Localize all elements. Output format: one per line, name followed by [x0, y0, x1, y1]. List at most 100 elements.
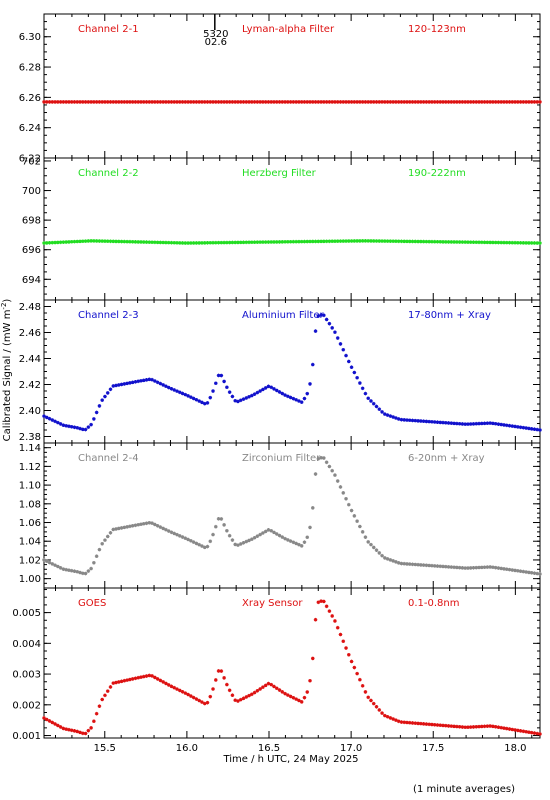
- data-point: [369, 698, 373, 703]
- data-point: [86, 569, 91, 573]
- y-tick-label: 1.10: [19, 481, 41, 492]
- data-point: [205, 544, 210, 549]
- data-point: [302, 540, 307, 544]
- data-point: [250, 100, 254, 104]
- data-point: [297, 100, 301, 104]
- data-point: [252, 690, 257, 695]
- data-point: [108, 100, 113, 104]
- data-point: [244, 539, 249, 544]
- data-point: [133, 100, 138, 104]
- x-tick-label: 16.0: [176, 743, 198, 754]
- y-tick-label: 2.44: [19, 354, 41, 365]
- data-point: [374, 100, 379, 104]
- data-point: [274, 100, 279, 104]
- data-point: [78, 570, 82, 575]
- data-point: [452, 100, 456, 104]
- data-point: [269, 528, 274, 533]
- data-point: [377, 407, 382, 411]
- time-marker-label-1: 5320: [203, 29, 228, 40]
- data-point: [213, 240, 218, 245]
- data-point: [443, 100, 448, 104]
- data-point: [258, 389, 262, 393]
- data-point: [360, 684, 365, 688]
- data-point: [144, 521, 149, 526]
- data-point: [94, 239, 99, 243]
- data-point: [58, 566, 63, 570]
- data-point: [488, 565, 492, 569]
- data-point: [105, 391, 110, 395]
- data-point: [471, 725, 476, 729]
- data-point: [507, 423, 512, 428]
- data-point: [288, 395, 293, 400]
- data-point: [518, 729, 523, 733]
- data-point: [485, 421, 490, 426]
- data-point: [128, 381, 132, 385]
- data-point: [80, 731, 85, 736]
- data-point: [383, 412, 387, 416]
- data-point: [294, 541, 298, 546]
- data-point: [324, 604, 329, 609]
- data-point: [53, 240, 57, 245]
- data-point: [297, 399, 301, 403]
- data-point: [338, 239, 343, 243]
- data-point: [272, 240, 276, 244]
- panel-5: 0.001 0.002 0.003 0.004 0.005 GOES Xray Sensor…: [12, 587, 542, 742]
- data-point: [42, 716, 46, 720]
- data-point: [424, 563, 429, 568]
- data-point: [333, 619, 337, 623]
- data-point: [177, 688, 182, 693]
- data-point: [502, 240, 506, 245]
- data-point: [316, 314, 321, 318]
- data-point: [330, 468, 334, 473]
- data-point: [161, 526, 165, 531]
- data-point: [407, 720, 412, 725]
- data-point: [347, 100, 351, 104]
- data-point: [272, 100, 276, 104]
- data-point: [349, 239, 354, 243]
- data-point: [119, 239, 124, 244]
- data-point: [225, 240, 229, 245]
- data-point: [316, 239, 321, 244]
- data-point: [308, 239, 312, 244]
- data-point: [186, 692, 190, 697]
- data-point: [227, 390, 232, 394]
- data-point: [457, 421, 462, 426]
- x-tick-label: 15.5: [94, 743, 116, 754]
- data-point: [97, 239, 102, 243]
- data-point: [446, 240, 451, 244]
- data-point: [394, 416, 398, 420]
- data-point: [324, 100, 329, 104]
- data-point: [460, 100, 465, 104]
- panel-frame: [43, 299, 541, 444]
- data-point: [150, 674, 154, 678]
- data-point: [169, 386, 174, 391]
- data-point: [202, 545, 207, 550]
- data-point: [374, 239, 379, 243]
- panel-1: 6.22 6.24 6.26 6.28 6.30 Channel 2-1 Lyman-alp…: [19, 13, 542, 165]
- data-point: [244, 240, 249, 245]
- data-point: [222, 523, 226, 527]
- panel-channel-label: GOES: [78, 598, 106, 609]
- panel-filter-label: Aluminium Filter: [242, 310, 325, 321]
- data-point: [72, 100, 77, 104]
- data-point: [380, 239, 384, 243]
- data-point: [80, 239, 85, 244]
- data-point: [499, 100, 504, 104]
- data-point: [64, 567, 68, 572]
- data-point: [313, 617, 318, 622]
- data-point: [347, 359, 351, 364]
- data-point: [280, 690, 285, 694]
- data-point: [172, 240, 177, 245]
- data-point: [274, 240, 279, 244]
- data-point: [452, 240, 456, 244]
- data-point: [521, 241, 526, 245]
- panel-filter-label: Zirconium Filter: [242, 453, 321, 464]
- data-point: [83, 427, 88, 432]
- data-point: [366, 540, 371, 544]
- data-point: [427, 100, 431, 104]
- data-point: [92, 560, 96, 565]
- data-point: [219, 373, 224, 378]
- data-point: [466, 100, 470, 104]
- data-point: [324, 317, 329, 322]
